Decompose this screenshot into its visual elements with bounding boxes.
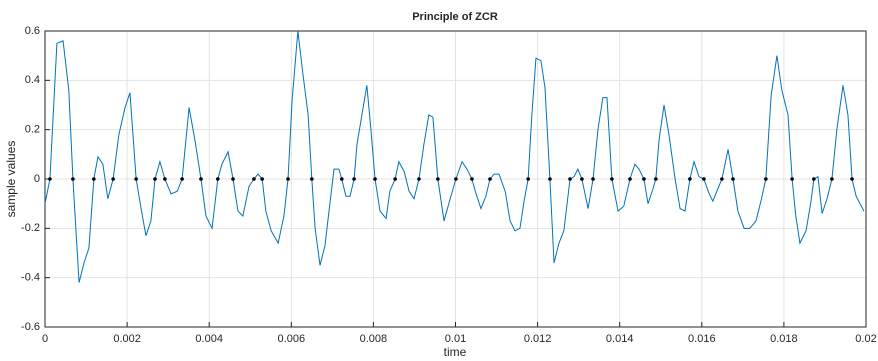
x-tick-label: 0.002 <box>113 333 141 345</box>
zero-crossing <box>568 177 572 181</box>
plot-frame <box>44 30 867 328</box>
y-tick-label: -0.2 <box>21 222 40 234</box>
zero-crossing <box>812 177 816 181</box>
zero-crossing <box>180 177 184 181</box>
zero-crossing <box>286 177 290 181</box>
zero-crossing <box>111 177 115 181</box>
zero-crossing <box>790 177 794 181</box>
zero-crossing <box>393 177 397 181</box>
x-tick-label: 0.004 <box>195 333 223 345</box>
zero-crossing <box>764 177 768 181</box>
zero-crossing <box>720 177 724 181</box>
x-tick-label: 0 <box>42 333 48 345</box>
x-tick-label: 0.006 <box>278 333 306 345</box>
y-axis-label: sample values <box>4 141 18 218</box>
y-tick-label: 0 <box>34 173 40 185</box>
zero-crossing <box>216 177 220 181</box>
zero-crossing <box>830 177 834 181</box>
zero-crossing <box>688 177 692 181</box>
zero-crossing <box>373 177 377 181</box>
chart-title: Principle of ZCR <box>412 11 498 23</box>
zero-crossing <box>71 177 75 181</box>
zero-crossing <box>702 177 706 181</box>
zero-crossing <box>628 177 632 181</box>
x-tick-label: 0.016 <box>688 333 716 345</box>
x-axis-label: time <box>444 345 467 359</box>
zero-crossing <box>731 177 735 181</box>
zero-crossing <box>260 177 264 181</box>
x-tick-label: 0.02 <box>855 333 876 345</box>
zero-crossing <box>580 177 584 181</box>
zero-crossing <box>134 177 138 181</box>
zero-crossing <box>591 177 595 181</box>
zero-crossing <box>339 177 344 181</box>
zero-crossing <box>470 177 474 181</box>
zero-crossing <box>488 177 492 181</box>
y-tick-label: 0.6 <box>25 25 40 37</box>
x-tick-label: 0.014 <box>606 333 634 345</box>
zero-crossing <box>417 177 421 181</box>
zero-crossing <box>92 177 96 181</box>
x-tick-label: 0.012 <box>524 333 552 345</box>
signal-line <box>44 30 865 283</box>
zero-crossing <box>252 177 256 181</box>
zero-crossing <box>163 177 167 181</box>
zero-crossing <box>526 177 530 181</box>
zero-crossing <box>231 177 235 181</box>
y-tick-label: 0.4 <box>25 74 40 86</box>
y-tick-label: -0.6 <box>21 321 40 333</box>
zero-crossing <box>436 177 440 181</box>
zero-crossing <box>153 177 157 181</box>
zero-crossing <box>310 177 314 181</box>
zero-crossing <box>548 177 552 181</box>
zero-crossing <box>642 177 646 181</box>
zero-crossing <box>454 177 458 181</box>
zero-crossing <box>610 177 614 181</box>
zero-crossing <box>199 177 203 181</box>
zero-crossing <box>654 177 658 181</box>
zero-crossing <box>850 177 854 181</box>
x-tick-label: 0.008 <box>360 333 388 345</box>
y-tick-label: 0.2 <box>25 124 40 136</box>
x-tick-label: 0.01 <box>445 333 466 345</box>
x-tick-label: 0.018 <box>770 333 798 345</box>
zero-crossing <box>352 177 356 181</box>
zero-crossing <box>48 177 52 181</box>
y-tick-label: -0.4 <box>21 272 40 284</box>
